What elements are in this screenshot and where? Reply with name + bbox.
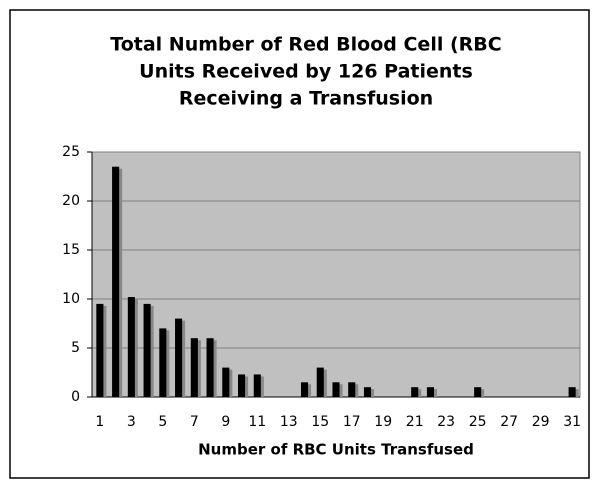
x-tick-label: 17 [343, 414, 361, 430]
bar [332, 382, 340, 397]
x-tick-label: 25 [469, 414, 487, 430]
x-axis-title: Number of RBC Units Transfused [198, 441, 474, 459]
y-tick-label: 0 [71, 389, 80, 405]
x-tick-label: 13 [280, 414, 298, 430]
chart-title: Receiving a Transfusion [179, 88, 433, 110]
chart-title: Units Received by 126 Patients [139, 61, 473, 83]
bar [316, 367, 324, 397]
bar [190, 338, 198, 397]
bar [568, 387, 576, 397]
plot-area [91, 151, 581, 398]
chart-title: Total Number of Red Blood Cell (RBC [110, 34, 501, 56]
x-tick-label: 5 [158, 414, 167, 430]
bar [159, 328, 167, 397]
bar [474, 387, 482, 397]
x-tick-label: 9 [221, 414, 230, 430]
bar [175, 318, 183, 397]
bar [253, 374, 261, 397]
bar [348, 382, 356, 397]
x-tick-label: 31 [563, 414, 581, 430]
x-tick-label: 27 [500, 414, 518, 430]
x-tick-label: 11 [248, 414, 266, 430]
x-tick-label: 3 [127, 414, 136, 430]
y-tick-label: 15 [62, 242, 80, 258]
y-tick-label: 20 [62, 193, 80, 209]
x-tick-label: 19 [374, 414, 392, 430]
y-tick-label: 10 [62, 291, 80, 307]
x-tick-label: 21 [406, 414, 424, 430]
x-tick-label: 1 [95, 414, 104, 430]
bar [127, 297, 135, 397]
bar [206, 338, 214, 397]
x-tick-label: 29 [532, 414, 550, 430]
x-tick-label: 7 [190, 414, 199, 430]
bar [411, 387, 419, 397]
bar [426, 387, 434, 397]
y-tick-label: 5 [71, 340, 80, 356]
bar [363, 387, 372, 397]
bar [238, 374, 246, 397]
bar [222, 367, 230, 397]
bar [112, 166, 120, 397]
x-tick-label: 23 [437, 414, 455, 430]
bar [96, 303, 104, 397]
x-tick-label: 15 [311, 414, 329, 430]
bar [300, 382, 309, 397]
y-tick-label: 25 [62, 144, 80, 160]
bar [143, 303, 151, 397]
